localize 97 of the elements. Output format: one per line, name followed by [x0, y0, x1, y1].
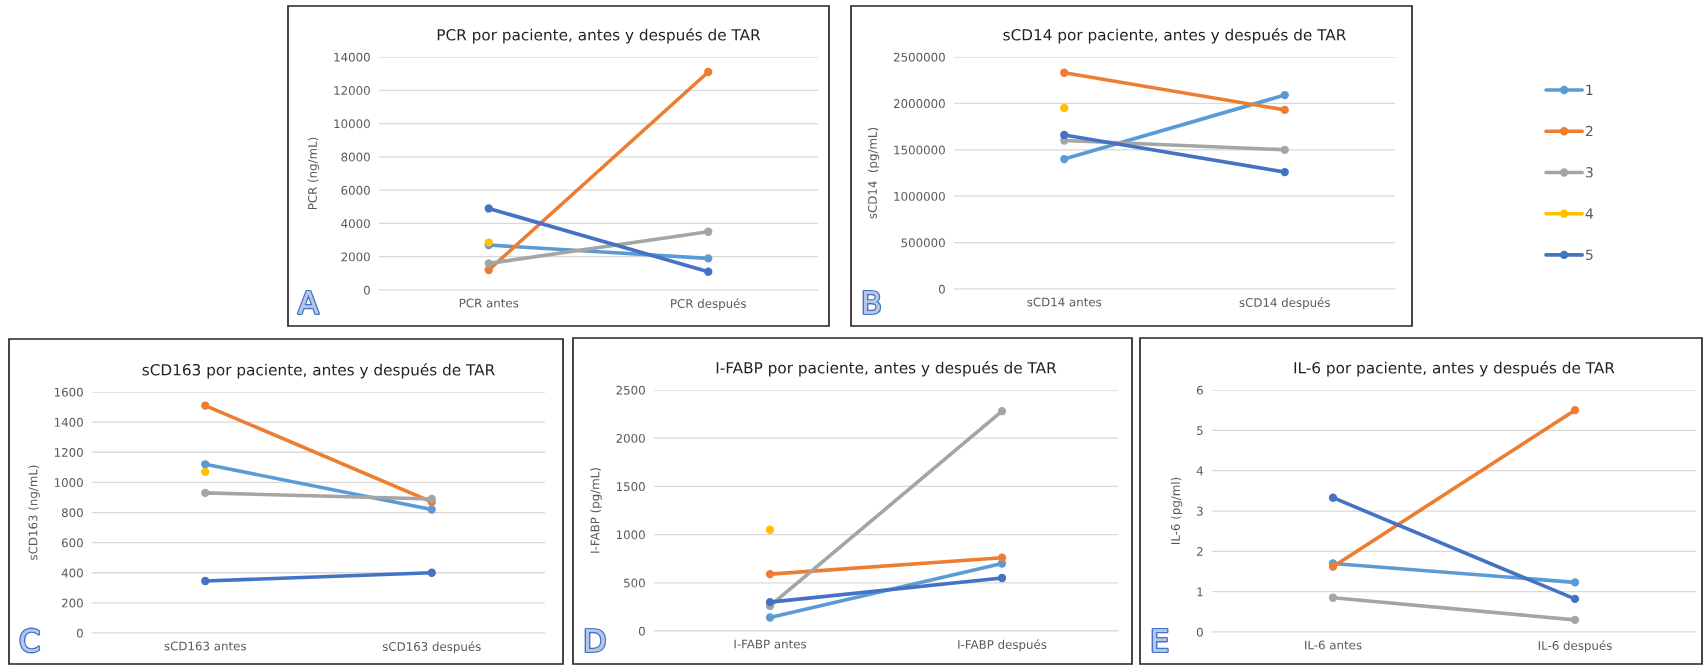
point	[484, 259, 493, 268]
point	[1280, 145, 1289, 154]
y-tick-label: 500000	[901, 238, 945, 248]
point	[704, 227, 713, 236]
y-tick-label: 0	[76, 628, 83, 638]
point	[201, 576, 210, 586]
y-tick-label: 600	[61, 538, 83, 548]
y-tick-label: 2000	[616, 433, 645, 443]
y-tick-label: 400	[61, 568, 83, 578]
y-axis-title: IL-6 (pg/ml)	[1170, 477, 1183, 545]
legend-label: 4	[1585, 208, 1594, 219]
y-tick-label: 1200	[54, 447, 83, 457]
y-tick-label: 4000	[341, 219, 370, 229]
point	[1570, 578, 1580, 587]
point	[1570, 594, 1580, 604]
legend-label: 1	[1586, 84, 1593, 95]
x-tick-label: sCD14 después	[1239, 297, 1330, 310]
point	[427, 505, 436, 514]
text: A	[298, 291, 319, 314]
y-tick-label: 10000	[334, 119, 370, 129]
point	[201, 488, 210, 498]
point	[997, 553, 1007, 562]
y-axis-title: sCD163 (ng/mL)	[28, 465, 40, 560]
y-tick-label: 2500000	[893, 52, 945, 62]
x-tick-label: IL-6 después	[1538, 640, 1612, 653]
y-tick-label: 8000	[341, 152, 370, 162]
point	[765, 597, 775, 607]
y-tick-label: 12000	[334, 86, 370, 95]
y-tick-label: 1500	[616, 482, 645, 492]
text: B	[864, 291, 880, 314]
x-tick-label: I-FABP después	[958, 639, 1047, 652]
y-tick-label: 1	[1197, 587, 1203, 597]
y-tick-label: 6000	[341, 185, 370, 195]
text: E	[1153, 629, 1168, 652]
chart-title: sCD163 por paciente, antes y después de TAR	[142, 363, 495, 379]
x-tick-label: sCD163 después	[382, 641, 481, 654]
x-tick-label: sCD163 antes	[164, 641, 246, 651]
y-tick-label: 14000	[334, 52, 370, 62]
y-tick-label: 1000	[616, 530, 645, 540]
x-tick-label: PCR después	[671, 298, 746, 311]
y-axis-title: PCR (ng/mL)	[307, 137, 320, 210]
point	[484, 204, 493, 213]
y-tick-label: 0	[1196, 627, 1203, 637]
point	[997, 407, 1007, 416]
y-tick-label: 2	[1197, 547, 1203, 556]
point	[427, 568, 436, 577]
point	[997, 573, 1007, 583]
legend-label: 3	[1586, 167, 1593, 178]
legend-label: 5	[1586, 249, 1593, 260]
y-tick-label: 500	[624, 578, 645, 588]
y-tick-label: 200	[62, 598, 83, 608]
chart-title: sCD14 por paciente, antes y después de TAR	[1003, 28, 1346, 44]
y-tick-label: 4	[1196, 466, 1203, 476]
y-tick-label: 5	[1197, 426, 1203, 435]
y-tick-label: 0	[363, 285, 370, 295]
point	[765, 613, 775, 622]
point	[704, 254, 713, 263]
y-tick-label: 800	[61, 508, 83, 518]
x-tick-label: sCD14 antes	[1027, 297, 1102, 307]
y-tick-label: 1000000	[894, 191, 945, 201]
point	[1060, 154, 1069, 164]
point	[765, 569, 775, 579]
y-tick-label: 1000	[54, 478, 83, 488]
point	[1060, 68, 1069, 77]
y-tick-label: 1600	[54, 387, 83, 397]
point	[1060, 130, 1069, 140]
y-tick-label: 3	[1197, 506, 1203, 516]
point	[1280, 167, 1289, 177]
x-tick-label: IL-6 antes	[1305, 640, 1362, 650]
y-axis-title: I-FABP (pg/mL)	[590, 468, 602, 553]
point	[1280, 105, 1289, 115]
y-tick-label: 2000	[341, 252, 370, 262]
chart-title: IL-6 por paciente, antes y después de TAR	[1294, 361, 1615, 377]
x-tick-label: PCR antes	[459, 298, 519, 308]
point	[1570, 406, 1580, 415]
point	[201, 401, 210, 410]
point	[1280, 90, 1289, 100]
text: D	[586, 629, 605, 652]
point	[1570, 615, 1580, 625]
chart-title: I-FABP por paciente, antes y después de TAR	[716, 361, 1057, 377]
y-tick-label: 1400	[54, 417, 83, 427]
legend-label: 2	[1585, 125, 1593, 137]
y-tick-label: 0	[638, 626, 645, 636]
y-tick-label: 2000000	[893, 99, 945, 109]
point	[1328, 493, 1338, 502]
y-axis-title: sCD14 (pg/mL)	[867, 127, 880, 219]
point	[704, 67, 713, 77]
point	[201, 460, 210, 469]
y-tick-label: 1500000	[894, 145, 945, 155]
y-tick-label: 0	[938, 284, 945, 294]
x-tick-label: I-FABP antes	[734, 639, 807, 649]
y-tick-label: 2500	[616, 385, 645, 395]
text: C	[20, 628, 39, 653]
y-tick-label: 6	[1196, 385, 1203, 395]
chart-title: PCR por paciente, antes y después de TAR	[437, 28, 761, 44]
point	[704, 267, 713, 276]
point	[1328, 593, 1338, 602]
